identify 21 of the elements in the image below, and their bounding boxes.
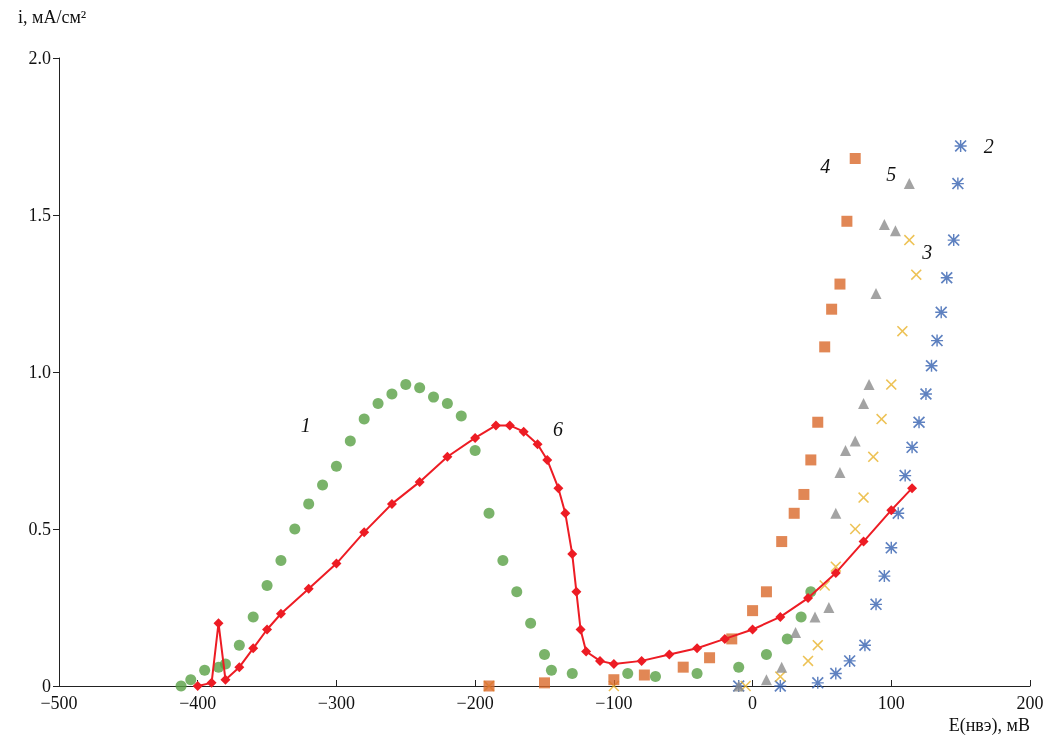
- series-label: 5: [886, 162, 897, 185]
- y-tick-label: 2.0: [28, 48, 51, 68]
- y-axis-title: i, мА/см²: [18, 7, 87, 27]
- x-tick-label: −300: [317, 693, 356, 713]
- series-label: 4: [820, 155, 831, 178]
- y-tick-label: 0.5: [28, 519, 51, 539]
- series-label: 1: [300, 413, 311, 436]
- y-tick-label: 1.5: [28, 205, 51, 225]
- x-tick-label: −400: [179, 693, 217, 713]
- y-tick-label: 0: [42, 676, 51, 696]
- x-tick-label: −500: [40, 693, 78, 713]
- x-axis-title: E(нвэ), мВ: [948, 715, 1030, 736]
- x-tick-label: −200: [456, 693, 494, 713]
- y-tick-label: 1.0: [28, 362, 51, 382]
- x-tick-label: 0: [748, 693, 758, 713]
- x-tick-label: 100: [877, 693, 905, 713]
- series-label: 3: [921, 241, 933, 264]
- x-tick-label: 200: [1016, 693, 1044, 713]
- x-tick-label: −100: [595, 693, 633, 713]
- series-label: 6: [552, 418, 563, 441]
- series-label: 2: [983, 134, 994, 157]
